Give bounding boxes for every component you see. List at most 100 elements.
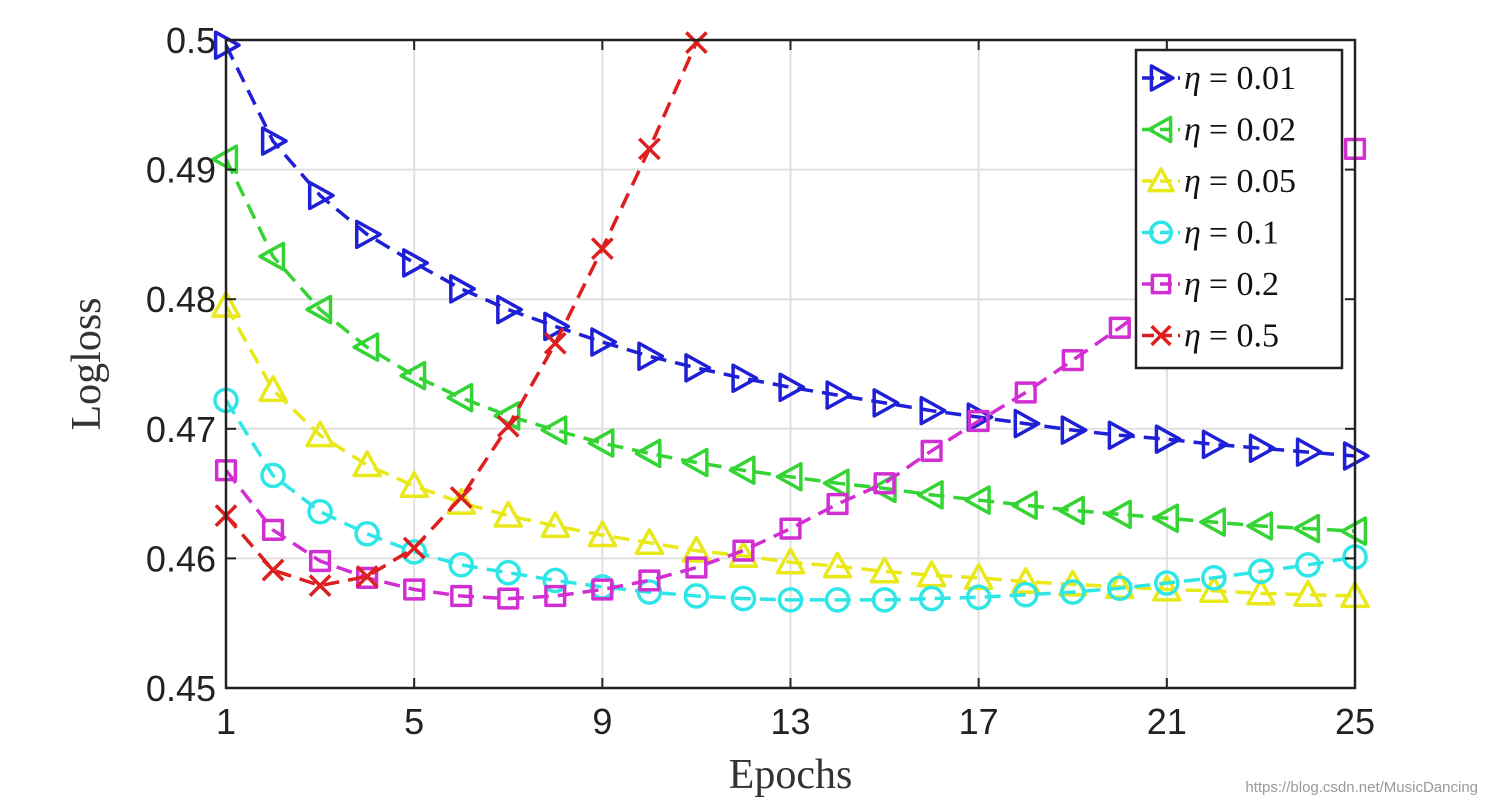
legend-label-value: = 0.5 [1209,318,1279,355]
legend-item: η = 0.1 [1142,215,1279,252]
marker-triangle-up [775,547,806,575]
marker-square [544,584,567,608]
marker-square [873,472,896,495]
marker-x [355,565,379,588]
legend-label: η = 0.5 [1184,318,1279,355]
marker-square [450,584,473,608]
marker-x [685,31,708,54]
marker-square [826,492,849,516]
marker-circle [354,520,380,547]
legend-item: η = 0.02 [1142,112,1296,149]
marker-triangle-right [1248,433,1276,463]
marker-triangle-right [354,219,382,250]
y-tick-label: 0.47 [146,409,216,450]
marker-triangle-left [1293,513,1321,544]
legend-box [1134,48,1344,370]
marker-circle [1201,565,1227,591]
marker-triangle-left [352,332,380,362]
marker-triangle-up [1105,572,1135,600]
marker-circle [1154,570,1180,596]
marker-triangle-left [446,382,474,413]
marker-triangle-right [684,353,712,383]
marker-triangle-right [1295,437,1323,467]
marker-triangle-up [681,535,712,563]
marker-square [920,439,943,462]
marker-triangle-left [211,144,239,174]
marker-triangle-right [1149,64,1175,92]
marker-triangle-right [778,372,806,403]
legend-label-value: = 0.05 [1209,163,1296,200]
legend-label-symbol: η [1184,318,1201,355]
marker-circle [1059,579,1086,605]
marker-triangle-up [446,487,476,515]
x-tick-label: 5 [404,701,424,742]
series-line [224,304,1356,598]
marker-triangle-left [681,447,709,478]
marker-square [591,578,614,601]
marker-square [1150,273,1172,295]
marker-x [308,574,332,597]
marker-triangle-right [1107,420,1135,451]
marker-triangle-left [1340,516,1368,546]
legend-item: η = 0.01 [1142,60,1296,97]
marker-triangle-up [1293,579,1323,607]
marker-square [497,587,520,610]
marker-triangle-left [1199,507,1227,537]
marker-circle [1248,558,1274,585]
marker-triangle-left [587,428,615,458]
marker-triangle-right [919,395,947,426]
marker-triangle-up [399,471,429,498]
marker-circle [965,584,992,611]
series-0 [213,30,1370,471]
marker-x [449,486,473,509]
marker-triangle-right [213,30,241,60]
y-tick-label: 0.49 [146,150,216,191]
series-line [224,41,699,588]
marker-triangle-right [637,341,665,371]
legend-label-value: = 0.2 [1209,266,1279,303]
marker-triangle-up [963,563,994,590]
legend: η = 0.01η = 0.02η = 0.05η = 0.1η = 0.2η = 0.5 [1134,48,1344,370]
marker-circle [636,579,663,605]
series-line [224,399,1356,602]
marker-triangle-up [916,560,947,588]
marker-square [779,517,802,540]
marker-triangle-left [1246,511,1274,541]
marker-triangle-left [399,360,427,391]
marker-triangle-right [1013,408,1041,439]
marker-triangle-right [1154,424,1182,454]
marker-square [1061,349,1084,372]
marker-circle [824,587,851,613]
marker-square [685,556,708,579]
marker-triangle-right [543,311,571,342]
x-tick-label: 21 [1147,701,1187,742]
marker-triangle-up [1010,566,1041,594]
marker-triangle-right [1060,415,1088,445]
marker-triangle-right [260,126,288,156]
marker-circle [1106,575,1133,602]
y-tick-label: 0.48 [146,279,216,320]
marker-circle [918,585,945,612]
marker-triangle-up [1199,576,1229,603]
marker-circle [448,552,475,578]
marker-x [496,414,520,438]
legend-label: η = 0.02 [1184,112,1296,149]
marker-triangle-left [916,480,944,510]
series-line [224,158,1356,533]
marker-triangle-left [1152,503,1179,533]
marker-square [1014,381,1037,404]
marker-triangle-left [963,485,991,515]
watermark-text: https://blog.csdn.net/MusicDancing [1245,779,1478,796]
marker-triangle-left [258,241,286,272]
legend-label: η = 0.01 [1184,60,1296,97]
marker-circle [260,462,286,489]
marker-x [402,536,426,560]
legend-label-value: = 0.02 [1209,112,1296,149]
marker-triangle-right [825,380,853,410]
marker-triangle-right [496,294,523,325]
marker-triangle-right [872,388,900,418]
y-axis-label: Logloss [64,297,110,430]
marker-triangle-up [1246,578,1276,606]
marker-triangle-left [822,468,850,498]
series-5 [214,31,708,597]
